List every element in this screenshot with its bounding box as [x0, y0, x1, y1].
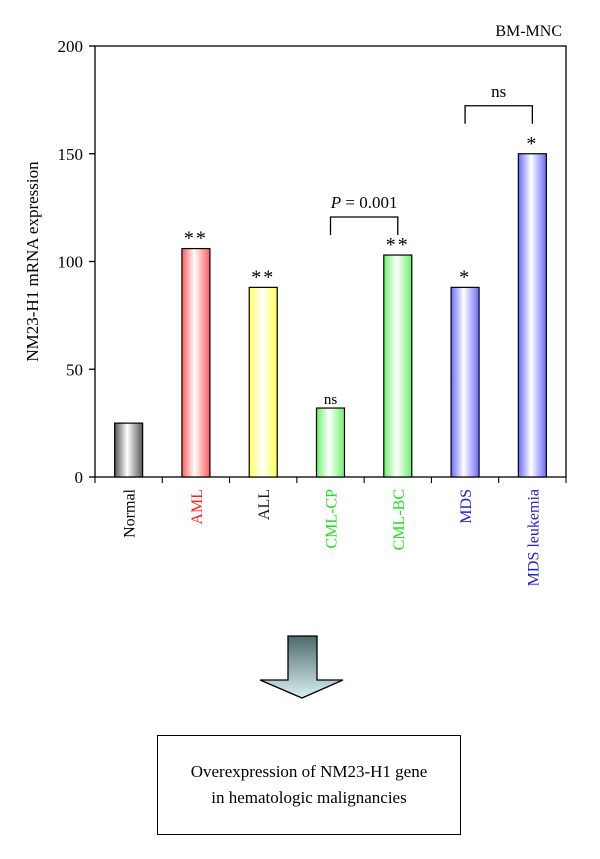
down-arrow-icon — [259, 635, 344, 699]
comparison-label: P = 0.001 — [330, 193, 398, 212]
chart-bars — [114, 153, 547, 478]
category-label: MDS leukemia — [525, 489, 542, 586]
y-tick-label: 0 — [75, 468, 84, 487]
bar-mds — [450, 286, 480, 478]
category-label: CML-CP — [324, 489, 341, 549]
conclusion-line-2: in hematologic malignancies — [211, 788, 407, 807]
comparison-label: ns — [491, 82, 506, 101]
comparison-bracket — [329, 216, 399, 236]
bar-chart: 0 50 100 150 200 NM23-H1 mRNA expression BM-MN… — [23, 23, 567, 699]
category-label: AML — [189, 489, 206, 525]
significance-marker: ns — [324, 392, 338, 408]
y-tick-label: 150 — [58, 145, 84, 164]
category-label: Normal — [122, 488, 139, 537]
significance-marker: * — [526, 133, 538, 155]
y-axis-label: NM23-H1 mRNA expression — [23, 161, 42, 362]
conclusion-line-1: Overexpression of NM23-H1 gene — [190, 762, 428, 781]
conclusion-box: Overexpression of NM23-H1 gene in hemato… — [157, 735, 461, 835]
panel-label: BM-MNC — [495, 23, 562, 40]
y-tick-label: 200 — [58, 37, 84, 56]
chart-labels: Normal ** AML ** ALL ns CML-CP ** CML-BC * MDS * MDS… — [122, 82, 543, 587]
category-label: MDS — [458, 489, 475, 524]
significance-marker: ** — [184, 228, 208, 250]
bar-aml — [181, 247, 211, 478]
significance-marker: * — [459, 266, 471, 288]
bar-mds-leukemia — [517, 153, 547, 478]
comparison-bracket — [464, 105, 534, 124]
y-tick-label: 50 — [66, 360, 83, 379]
bar-normal — [114, 422, 144, 478]
significance-marker: ** — [251, 266, 275, 288]
y-tick-label: 100 — [58, 253, 84, 272]
category-label: CML-BC — [391, 489, 408, 550]
bar-all — [248, 286, 278, 478]
arrow-shape — [259, 635, 344, 699]
bar-cml-bc — [383, 254, 413, 478]
significance-marker: ** — [386, 234, 410, 256]
category-label: ALL — [256, 489, 273, 520]
chart-axes: 0 50 100 150 200 NM23-H1 mRNA expression BM-MN… — [23, 23, 567, 487]
bar-cml-cp — [315, 407, 346, 478]
